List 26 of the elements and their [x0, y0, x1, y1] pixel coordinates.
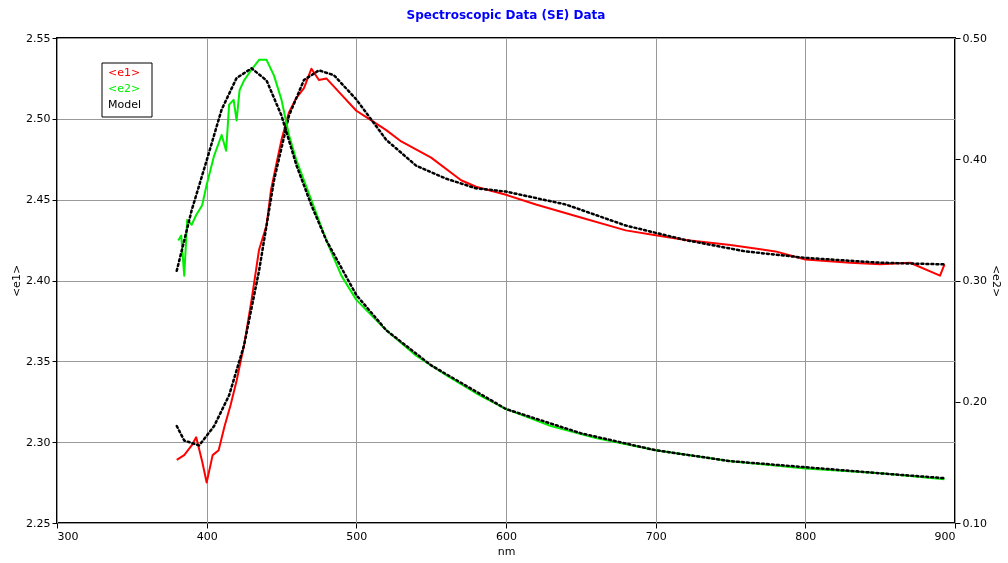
x-tick-label: 500 — [346, 529, 368, 543]
x-tick-label: 600 — [496, 529, 517, 543]
y2-tick-label: 0.50 — [962, 31, 987, 45]
y-axis-title: <e1> — [10, 264, 24, 298]
y-tick-label: 2.25 — [26, 516, 51, 530]
y2-tick-label: 0.40 — [962, 152, 987, 166]
x-tick-label: 300 — [57, 529, 79, 543]
x-tick-label: 900 — [934, 529, 956, 543]
x-tick-label: 400 — [196, 529, 218, 543]
chart-title: Spectroscopic Data (SE) Data — [406, 8, 606, 22]
y2-tick-label: 0.10 — [962, 516, 987, 530]
y-tick-label: 2.30 — [26, 435, 51, 449]
y-tick-label: 2.35 — [26, 354, 51, 368]
text: <e2> — [108, 82, 141, 95]
x-tick-label: 800 — [795, 529, 817, 543]
y-tick-label: 2.55 — [26, 31, 51, 45]
y-tick-label: 2.45 — [26, 193, 51, 207]
y2-tick-label: 0.20 — [962, 395, 987, 409]
text: <e1> — [108, 66, 141, 79]
x-tick-label: 700 — [645, 529, 667, 543]
text: Model — [108, 98, 142, 111]
y-tick-label: 2.50 — [26, 112, 51, 126]
y2-tick-label: 0.30 — [962, 274, 987, 287]
y-tick-label: 2.40 — [26, 274, 51, 287]
x-axis-title: nm — [497, 544, 516, 558]
y2-axis-title: <e2> — [989, 264, 1003, 298]
